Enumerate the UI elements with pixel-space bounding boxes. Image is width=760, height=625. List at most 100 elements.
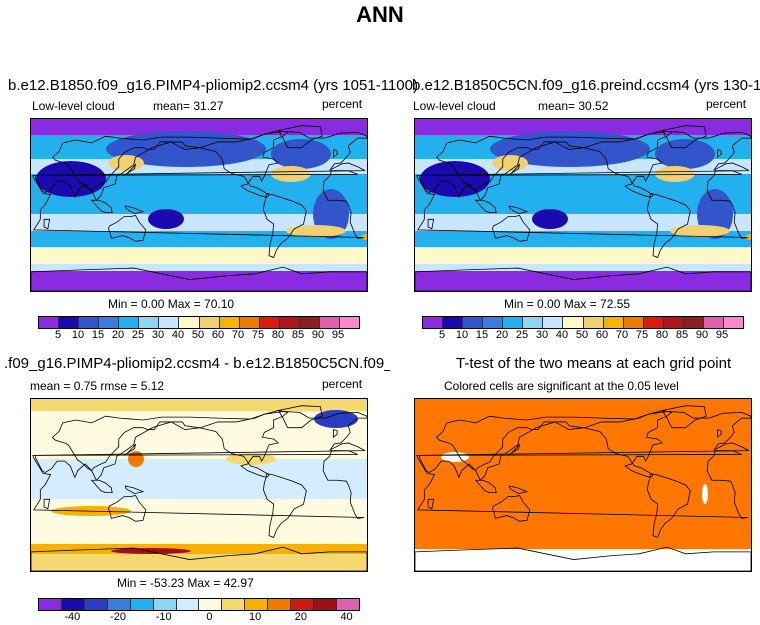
coastline-11	[332, 149, 338, 159]
coastline-11	[716, 149, 722, 159]
coastline-4	[492, 215, 531, 242]
ttest-antarctic-gap	[415, 549, 751, 571]
colorbar-swatch	[543, 317, 564, 328]
colorbar-swatch	[583, 317, 604, 328]
panel1-title: b.e12.B1850.f09_g16.PIMP4-pliomip2.ccsm4…	[8, 77, 418, 94]
colorbar-swatch	[84, 599, 108, 610]
colorbar-swatch	[199, 317, 220, 328]
colorbar-tick-label: 80	[655, 329, 669, 341]
colorbar-tick-label: 40	[171, 329, 185, 341]
colorbar-tick-label: -20	[110, 611, 126, 623]
colorbar-swatch	[199, 599, 223, 610]
diff-antarctic	[31, 554, 367, 571]
colorbar-tick-label: 75	[635, 329, 649, 341]
coastline-6	[31, 546, 367, 571]
figure-title: ANN	[356, 2, 404, 27]
field-southern-ocean	[31, 247, 367, 264]
colorbar-swatch	[259, 317, 280, 328]
field-eurasia	[490, 131, 650, 167]
colorbar-tick-label: 95	[331, 329, 345, 341]
field-asia-cloud	[492, 155, 528, 171]
field-africa	[36, 161, 106, 197]
colorbar-tick-label: 20	[111, 329, 125, 341]
colorbar-tick-label: 40	[340, 611, 353, 623]
colorbar-swatch	[623, 317, 644, 328]
panel1-variable: Low-level cloud	[32, 99, 115, 113]
panel2-map	[414, 118, 752, 292]
field-south-mid	[31, 231, 367, 247]
ttest-field	[415, 399, 751, 571]
colorbar-swatch	[153, 599, 177, 610]
field-california-stratus	[655, 166, 695, 182]
diff-southern-band	[31, 544, 367, 554]
coastline-3	[262, 473, 307, 539]
colorbar-tick-label: 60	[595, 329, 609, 341]
colorbar-swatch	[603, 317, 624, 328]
panel1-mean: mean= 31.27	[153, 99, 224, 113]
coastline-11	[716, 429, 722, 439]
colorbar-tick-label: -40	[64, 611, 81, 623]
field-north-america	[271, 139, 331, 169]
coastline-7	[427, 218, 435, 230]
colorbar-swatch	[443, 317, 464, 328]
coastline-2	[435, 130, 673, 198]
colorbar-swatch	[39, 599, 62, 610]
coastline-6	[31, 266, 367, 291]
coastline-5	[277, 405, 323, 429]
field-antarctic	[415, 271, 751, 291]
field-antarctic	[31, 271, 367, 291]
field-africa	[420, 161, 490, 197]
colorbar-swatch	[683, 317, 704, 328]
colorbar-tick-label: 0	[206, 611, 213, 623]
diff-tropics	[31, 459, 367, 499]
coastline-0	[419, 411, 751, 481]
field-southern-ocean	[415, 247, 751, 264]
colorbar-tick-label: 25	[515, 329, 529, 341]
panel3-title: .f09_g16.PIMP4-pliomip2.ccsm4 - b.e12.B1…	[4, 355, 390, 372]
coastline-10	[508, 163, 520, 176]
colorbar-tick-label: 5	[438, 329, 446, 341]
colorbar-swatch	[107, 599, 131, 610]
colorbar-swatch	[59, 317, 80, 328]
colorbar-swatch	[703, 317, 724, 328]
coastline-1	[416, 170, 749, 239]
colorbar-tick-label: 15	[475, 329, 489, 341]
colorbar-swatch	[268, 599, 292, 610]
field-california-stratus	[271, 166, 311, 182]
coastline-7	[427, 498, 435, 510]
field-arctic	[415, 119, 751, 135]
coastline-5	[661, 405, 707, 429]
colorbar-tick-label: 15	[91, 329, 105, 341]
colorbar-swatch	[119, 317, 140, 328]
coastline-9	[508, 205, 529, 215]
colorbar-tick-label: 30	[535, 329, 549, 341]
field-atlantic-stratus	[361, 233, 367, 241]
colorbar-tick-label: 5	[54, 329, 62, 341]
field-asia-cloud	[108, 155, 144, 171]
colorbar-swatch	[563, 317, 584, 328]
colorbar-tick-label: 40	[555, 329, 569, 341]
panel1-map	[30, 118, 368, 292]
panel3-stats: mean = 0.75 rmse = 5.12	[30, 379, 165, 393]
coastline-6	[415, 546, 751, 571]
colorbar-swatch	[79, 317, 100, 328]
panel2-range: Min = 0.00 Max = 72.55	[504, 297, 631, 311]
colorbar-tick-label: 70	[615, 329, 629, 341]
coastline-8	[90, 479, 113, 494]
colorbar-tick-label: 90	[311, 329, 325, 341]
diff-arctic	[31, 399, 367, 411]
colorbar-swatch	[723, 317, 743, 328]
panel2-title: b.e12.B1850C5CN.f09_g16.preind.ccsm4 (yr…	[412, 77, 760, 94]
field-subtropic-s	[31, 214, 367, 231]
coastline-3	[646, 193, 691, 259]
colorbar-swatch	[245, 599, 269, 610]
colorbar-tick-label: 80	[271, 329, 285, 341]
colorbar-swatch	[219, 317, 240, 328]
panel3-range: Min = -53.23 Max = 42.97	[117, 576, 254, 590]
colorbar-tick-label: 50	[191, 329, 205, 341]
colorbar-tick-label: 20	[495, 329, 509, 341]
colorbar-swatch	[423, 317, 444, 328]
colorbar-tick-label: 85	[291, 329, 305, 341]
coastline-7	[43, 498, 51, 510]
colorbar-swatch	[130, 599, 154, 610]
